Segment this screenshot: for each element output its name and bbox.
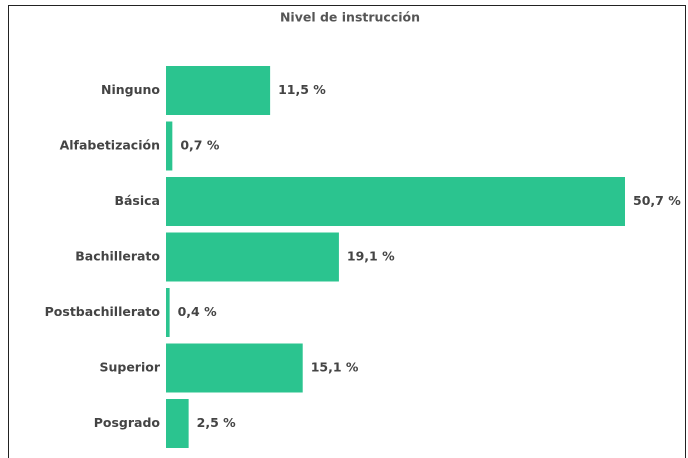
value-label: 11,5 % bbox=[278, 82, 326, 97]
value-label: 0,4 % bbox=[178, 304, 217, 319]
category-label: Básica bbox=[114, 193, 160, 208]
frame bbox=[8, 5, 686, 458]
category-label: Postbachillerato bbox=[45, 304, 161, 319]
value-label: 0,7 % bbox=[180, 138, 219, 153]
value-label: 2,5 % bbox=[197, 415, 236, 430]
bar bbox=[166, 66, 271, 115]
value-label: 19,1 % bbox=[347, 249, 395, 264]
category-label: Posgrado bbox=[94, 415, 161, 430]
category-label: Alfabetización bbox=[60, 138, 160, 153]
bar bbox=[166, 177, 625, 226]
chart-title: Nivel de instrucción bbox=[280, 10, 420, 25]
value-label: 50,7 % bbox=[633, 193, 681, 208]
category-label: Bachillerato bbox=[75, 249, 160, 264]
category-label: Superior bbox=[99, 360, 160, 375]
category-label: Ninguno bbox=[101, 82, 160, 97]
bar bbox=[166, 399, 189, 448]
bar bbox=[166, 121, 173, 171]
value-label: 15,1 % bbox=[311, 360, 359, 375]
bar bbox=[166, 343, 303, 393]
bar bbox=[166, 288, 170, 337]
bar bbox=[166, 232, 339, 282]
